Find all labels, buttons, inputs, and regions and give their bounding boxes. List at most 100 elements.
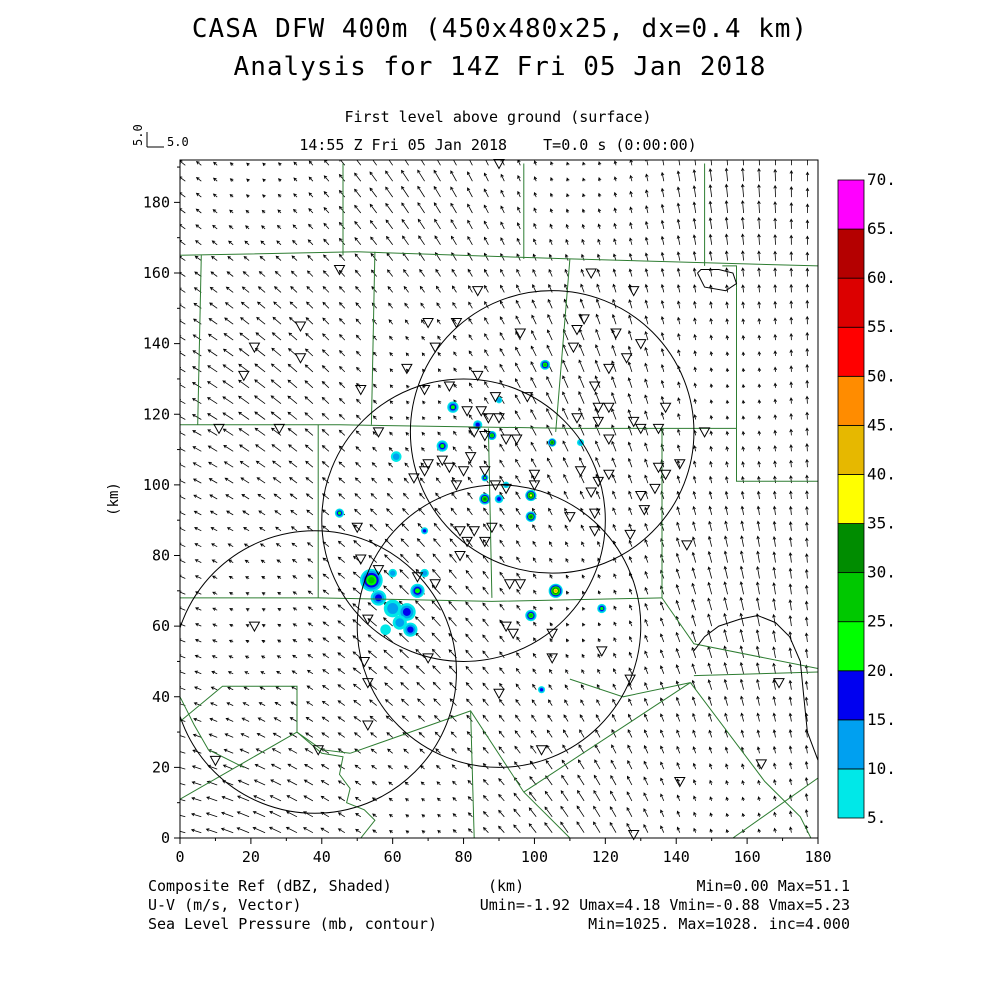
wind-vector [612, 298, 617, 309]
wind-vector [482, 602, 489, 611]
wind-vector [372, 415, 377, 420]
wind-vector [755, 629, 760, 643]
wind-vector [355, 414, 362, 420]
station-marker [652, 423, 665, 435]
wind-vector [498, 793, 505, 802]
wind-vector [644, 474, 649, 484]
wind-vector [676, 284, 681, 293]
wind-vector [691, 630, 697, 643]
station-marker [354, 554, 367, 566]
wind-vector [435, 748, 441, 754]
wind-vector [322, 653, 330, 659]
wind-vector [549, 606, 554, 611]
wind-vector [239, 444, 250, 452]
wind-vector [224, 302, 234, 309]
wind-vector [533, 160, 538, 166]
wind-vector [578, 359, 585, 373]
wind-vector [548, 268, 553, 277]
wind-vector [548, 283, 553, 293]
station-marker [422, 317, 434, 329]
wind-vector [435, 268, 441, 277]
wind-vector [726, 160, 728, 166]
wind-vector [453, 351, 457, 357]
wind-vector [531, 329, 537, 341]
wind-vector [387, 285, 394, 293]
wind-vector [773, 201, 777, 214]
wind-vector [286, 779, 298, 786]
wind-vector [466, 698, 473, 706]
wind-vector [741, 334, 746, 341]
wind-vector [643, 729, 649, 738]
wind-vector [338, 429, 346, 436]
wind-vector [212, 591, 218, 595]
wind-vector [405, 830, 410, 834]
reflectivity-echo [375, 594, 382, 602]
wind-vector [292, 224, 298, 230]
wind-vector [562, 457, 569, 468]
wind-vector [484, 300, 489, 309]
wind-vector [484, 365, 489, 373]
wind-vector-layer [180, 160, 810, 834]
wind-vector [337, 652, 346, 659]
wind-vector [566, 590, 570, 595]
wind-vector [741, 399, 746, 404]
station-marker [422, 459, 434, 470]
wind-vector [739, 612, 744, 627]
station-marker [248, 342, 261, 354]
wind-vector [515, 474, 521, 484]
wind-vector [180, 447, 186, 452]
wind-vector [643, 776, 649, 786]
wind-vector [386, 732, 393, 738]
wind-vector [644, 315, 649, 325]
wind-vector [306, 270, 314, 277]
wind-vector [180, 431, 186, 436]
wind-vector [725, 430, 730, 436]
wind-vector [338, 221, 346, 230]
wind-vector [675, 647, 681, 659]
x-tick-label: 140 [663, 848, 690, 866]
wind-vector [516, 604, 521, 611]
wind-vector [222, 764, 234, 770]
wind-vector [277, 607, 282, 612]
wind-vector [482, 810, 489, 818]
wind-vector [789, 459, 793, 468]
wind-vector [755, 581, 760, 595]
wind-vector [352, 571, 362, 579]
station-marker [659, 469, 672, 481]
wind-vector [382, 617, 393, 627]
wind-vector [499, 347, 505, 357]
wind-vector [627, 393, 633, 404]
wind-vector [275, 255, 282, 261]
wind-vector [499, 571, 505, 579]
wind-vector [323, 175, 330, 182]
x-axis-label: (km) [488, 877, 525, 895]
wind-vector [290, 286, 298, 293]
wind-vector [195, 607, 202, 611]
wind-vector [467, 171, 473, 182]
wind-vector [205, 812, 218, 818]
wind-vector [195, 192, 202, 198]
wind-vector [465, 633, 473, 643]
county-boundary [180, 685, 351, 754]
wind-vector [725, 351, 730, 357]
wind-vector [261, 624, 266, 628]
wind-vector [228, 592, 234, 596]
wind-vector [597, 238, 601, 245]
wind-vector [194, 271, 202, 277]
wind-vector [675, 631, 681, 643]
county-boundary [349, 710, 571, 838]
wind-vector [206, 796, 218, 802]
wind-vector [773, 795, 777, 801]
wind-vector [323, 222, 330, 230]
station-marker [603, 363, 615, 375]
wind-vector [321, 428, 330, 436]
county-boundary [732, 777, 818, 838]
wind-vector [320, 827, 330, 834]
wind-vector [416, 681, 425, 690]
wind-vector [545, 759, 553, 770]
county-boundary [180, 251, 818, 267]
wind-vector [373, 399, 377, 404]
wind-vector [244, 671, 250, 675]
wind-vector [582, 590, 586, 595]
wind-vector [209, 494, 218, 500]
